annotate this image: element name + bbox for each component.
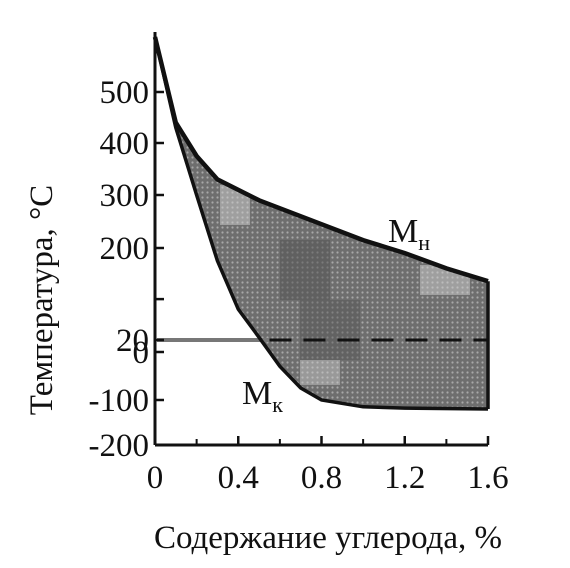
y-tick-label: 20	[116, 323, 149, 359]
band-dark-patch	[280, 240, 330, 300]
martensite-band	[155, 37, 488, 409]
y-tick-label: -100	[89, 383, 150, 419]
x-tick-label: 0.8	[301, 460, 342, 496]
y-tick-label: 500	[100, 75, 150, 111]
y-tick-label: 400	[100, 126, 150, 162]
ms-curve	[152, 36, 489, 284]
band-light-patch	[300, 360, 340, 385]
y-tick-label: 300	[100, 178, 150, 214]
y-axis-ticks: 500 400 300 200 200 -100 -200	[89, 75, 164, 464]
ms-curve-label: Мн	[388, 213, 430, 255]
band-dark-patch	[300, 300, 360, 360]
y-tick-label: -200	[89, 428, 150, 464]
y-tick-label: 200	[100, 231, 150, 267]
x-tick-label: 0	[147, 460, 164, 496]
x-axis-ticks: 0 0.4 0.8 1.2 1.6	[147, 436, 509, 496]
x-tick-label: 0.4	[218, 460, 259, 496]
mf-curve-label: Мк	[242, 375, 283, 417]
martensite-band-fill	[155, 37, 488, 409]
mf-curve	[153, 36, 489, 411]
y-axis-title: Температура, °C	[24, 185, 60, 415]
x-axis-title: Содержание углерода, %	[154, 520, 502, 556]
x-tick-label: 1.6	[467, 460, 508, 496]
y-tick-label: 0	[133, 335, 150, 371]
x-tick-label: 1.2	[384, 460, 425, 496]
